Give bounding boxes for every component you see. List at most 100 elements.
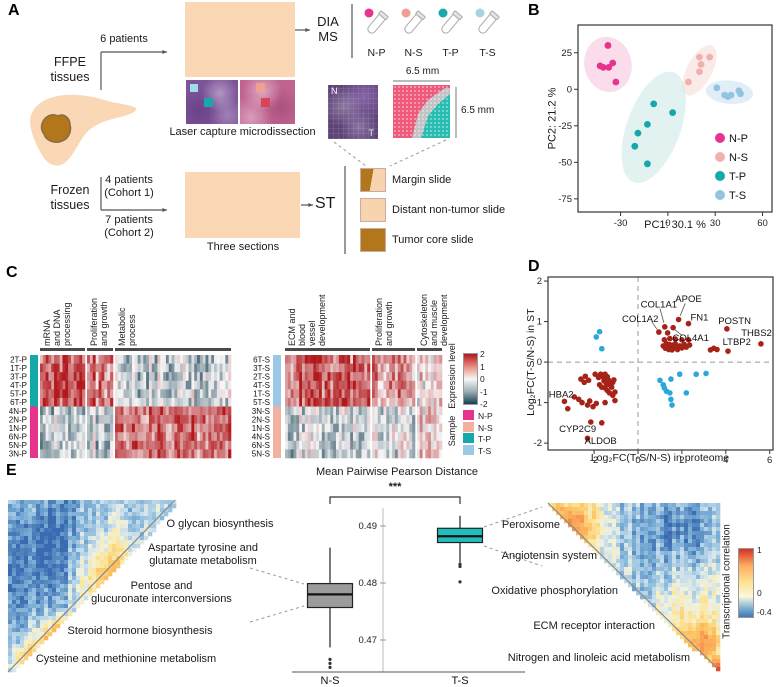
tumor-slide-swatch bbox=[360, 228, 386, 252]
transcriptional-correlation-heatmap bbox=[7, 499, 177, 673]
svg-text:6T-S: 6T-S bbox=[253, 355, 270, 364]
pathway-label-angiotensin: Angiotensin system bbox=[501, 550, 597, 562]
svg-text:FN1: FN1 bbox=[690, 313, 708, 324]
fc-scatter-plot: -2 0 2 4 6 2 1 0 -1 -2 bbox=[534, 276, 774, 466]
pca-plot: -30 0 30 60 25 0 -25 -50 -75 bbox=[558, 24, 773, 229]
tube-label: N-P bbox=[367, 47, 386, 59]
svg-text:THBS2: THBS2 bbox=[741, 328, 772, 339]
svg-text:LTBP2: LTBP2 bbox=[723, 337, 751, 348]
pathway-label-aspartate: Aspartate tyrosine and glutamate metabol… bbox=[147, 542, 259, 567]
svg-text:1: 1 bbox=[537, 317, 542, 328]
ts-region-marker bbox=[190, 84, 198, 92]
pathway-label-ecm-receptor: ECM receptor interaction bbox=[533, 620, 655, 632]
ffpe-tissue-block-image bbox=[185, 2, 295, 77]
sample-label: N-S bbox=[478, 422, 493, 433]
expression-tick: 1 bbox=[480, 361, 485, 372]
he-stained-section-image: N T bbox=[328, 85, 378, 139]
ffpe-patients-count: 6 patients bbox=[100, 33, 148, 45]
tube-icon bbox=[401, 8, 425, 34]
svg-text:HBA2: HBA2 bbox=[549, 389, 574, 400]
svg-text:COL1A1: COL1A1 bbox=[641, 300, 677, 311]
svg-text:4N-S: 4N-S bbox=[252, 433, 270, 442]
svg-text:2T-P: 2T-P bbox=[10, 355, 27, 364]
svg-text:60: 60 bbox=[757, 218, 768, 229]
ns-region-marker bbox=[256, 83, 265, 92]
st-label: ST bbox=[315, 195, 336, 212]
boxplot-title: Mean Pairwise Pearson Distance bbox=[315, 466, 479, 478]
svg-text:-1: -1 bbox=[534, 398, 542, 409]
colgroup-proliferation-growth-right: Proliferation and growth bbox=[374, 297, 394, 346]
pathway-label-oxidative-phosphorylation: Oxidative phosphorylation bbox=[491, 585, 618, 597]
tumor-slide-label: Tumor core slide bbox=[392, 234, 474, 246]
svg-text:4T-P: 4T-P bbox=[10, 381, 27, 390]
margin-slide-label: Margin slide bbox=[392, 174, 452, 186]
colorbar-tick-neg04: -0.4 bbox=[757, 607, 772, 617]
sample-swatch-t-s bbox=[463, 444, 474, 455]
expression-heatmap: 6T-S3T-S2T-S4T-S1T-S5T-S3N-S2N-S1N-S4N-S… bbox=[252, 348, 443, 459]
svg-text:COL1A2: COL1A2 bbox=[622, 314, 658, 325]
sample-tube-t-s: T-S bbox=[469, 5, 506, 59]
svg-text:N-S: N-S bbox=[729, 152, 748, 164]
svg-text:COL4A1: COL4A1 bbox=[672, 333, 708, 344]
expression-tick: -2 bbox=[480, 399, 488, 409]
st-spot-map-image bbox=[393, 85, 450, 138]
sample-swatch-n-p bbox=[463, 410, 474, 420]
fc-y-axis-label: Log₂FC(T-S/N-S) in ST bbox=[524, 308, 537, 416]
colgroup-metabolic-process: Metabolic process bbox=[117, 307, 137, 346]
svg-text:25: 25 bbox=[561, 48, 572, 59]
svg-text:6N-S: 6N-S bbox=[252, 441, 270, 450]
svg-text:2: 2 bbox=[679, 455, 684, 466]
svg-text:5N-P: 5N-P bbox=[9, 441, 27, 450]
np-region-marker bbox=[261, 98, 270, 107]
svg-text:3N-S: 3N-S bbox=[252, 407, 270, 416]
svg-text:-2: -2 bbox=[534, 438, 542, 449]
svg-text:6: 6 bbox=[767, 455, 772, 466]
panel-label-b: B bbox=[528, 2, 540, 19]
expression-tick: -1 bbox=[480, 386, 488, 397]
significance-stars: *** bbox=[388, 481, 402, 493]
pca-y-axis-label: PC2: 21.2 % bbox=[546, 87, 559, 150]
svg-text:4T-S: 4T-S bbox=[253, 381, 270, 390]
fc-x-axis-label: Log₂FC(T-S/N-S) in proteome bbox=[590, 452, 730, 464]
svg-text:2T-S: 2T-S bbox=[253, 372, 270, 381]
cohort1-label: 4 patients (Cohort 1) bbox=[104, 174, 154, 199]
svg-text:1T-S: 1T-S bbox=[253, 390, 270, 399]
lcm-caption: Laser capture microdissection bbox=[169, 126, 316, 138]
sample-tube-t-p: T-P bbox=[432, 5, 469, 59]
svg-text:-25: -25 bbox=[558, 121, 572, 132]
histology-tumor-image bbox=[186, 80, 238, 124]
ffpe-tissues-label: FFPE tissues bbox=[50, 55, 90, 84]
sample-tubes: N-P N-S T-P T-S bbox=[358, 5, 506, 59]
tube-label: T-P bbox=[442, 47, 459, 59]
tube-label: N-S bbox=[404, 47, 423, 59]
colgroup-mrna-dna-processing: mRNA and DNA processing bbox=[42, 302, 72, 346]
cohort2-label: 7 patients (Cohort 2) bbox=[104, 214, 154, 239]
tube-icon bbox=[364, 8, 388, 34]
tp-region-marker bbox=[204, 98, 213, 107]
pathway-label-peroxisome: Peroxisome bbox=[501, 519, 560, 531]
expression-colorbar bbox=[463, 353, 478, 405]
colorbar-tick-0: 0 bbox=[757, 588, 762, 598]
svg-text:-50: -50 bbox=[558, 157, 572, 168]
pca-x-axis-label: PC1: 30.1 % bbox=[644, 219, 706, 231]
svg-text:2N-S: 2N-S bbox=[252, 415, 270, 424]
svg-text:4: 4 bbox=[723, 455, 728, 466]
svg-text:6T-P: 6T-P bbox=[10, 398, 27, 407]
tube-icon bbox=[475, 8, 499, 34]
svg-text:0: 0 bbox=[635, 455, 640, 466]
panel-label-e: E bbox=[6, 462, 17, 479]
he-t-label: T bbox=[368, 128, 375, 138]
svg-text:T-S: T-S bbox=[451, 675, 468, 687]
histology-normal-image bbox=[240, 80, 295, 124]
svg-text:0: 0 bbox=[567, 84, 572, 95]
svg-text:-2: -2 bbox=[590, 455, 598, 466]
sample-label: N-P bbox=[478, 411, 493, 421]
pca-legend: N-P N-S T-P T-S bbox=[715, 133, 748, 202]
sample-tube-n-p: N-P bbox=[358, 5, 395, 59]
pathway-label-pentose: Pentose and glucuronate interconversions bbox=[91, 580, 232, 605]
tube-icon bbox=[438, 8, 462, 34]
frozen-tissues-label: Frozen tissues bbox=[50, 183, 90, 212]
transcriptional-correlation-heatmap bbox=[547, 502, 721, 672]
